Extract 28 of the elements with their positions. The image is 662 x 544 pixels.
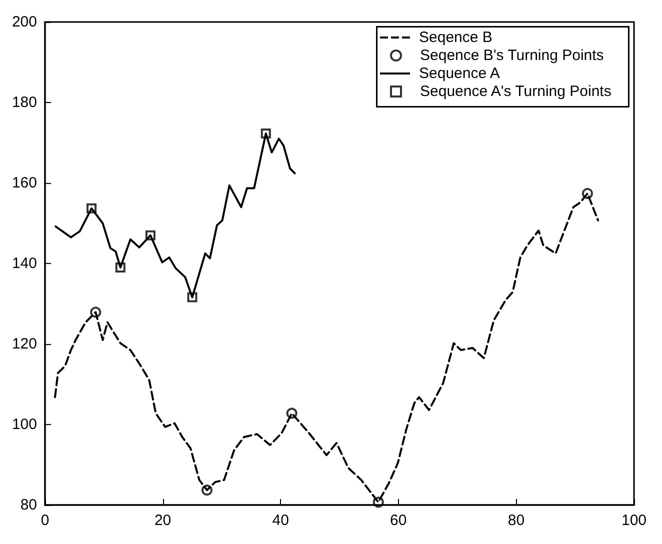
point (260, 128, 271, 138)
point (145, 230, 156, 240)
y-tick-label: 80 (20, 496, 37, 514)
point (372, 496, 384, 508)
x-tick-label: 20 (154, 512, 172, 529)
x-tick-label: 0 (40, 512, 50, 529)
y-tick-label: 120 (12, 336, 37, 352)
point (201, 484, 212, 496)
point (286, 408, 298, 419)
point (115, 262, 126, 273)
y-tick-label: 100 (12, 416, 37, 433)
x-tick-label: 40 (272, 512, 289, 529)
point (90, 306, 102, 318)
x-tick-label: 100 (621, 512, 647, 529)
line-series (54, 192, 600, 504)
y-tick-label: 140 (12, 255, 37, 272)
x-tick-label: 60 (390, 512, 407, 529)
legend-label: Sequence A's Turning Points (420, 83, 612, 100)
y-tick-label: 180 (12, 94, 37, 111)
y-tick-label: 200 (12, 14, 37, 30)
point (187, 292, 198, 302)
point (582, 188, 593, 199)
legend-label: Seqence B (419, 29, 492, 46)
legend-label: Sequence A (419, 65, 500, 82)
point (86, 203, 97, 214)
x-tick-label: 80 (508, 512, 525, 529)
y-tick-label: 160 (12, 174, 37, 192)
legend-label: Seqence B's Turning Points (420, 47, 604, 64)
